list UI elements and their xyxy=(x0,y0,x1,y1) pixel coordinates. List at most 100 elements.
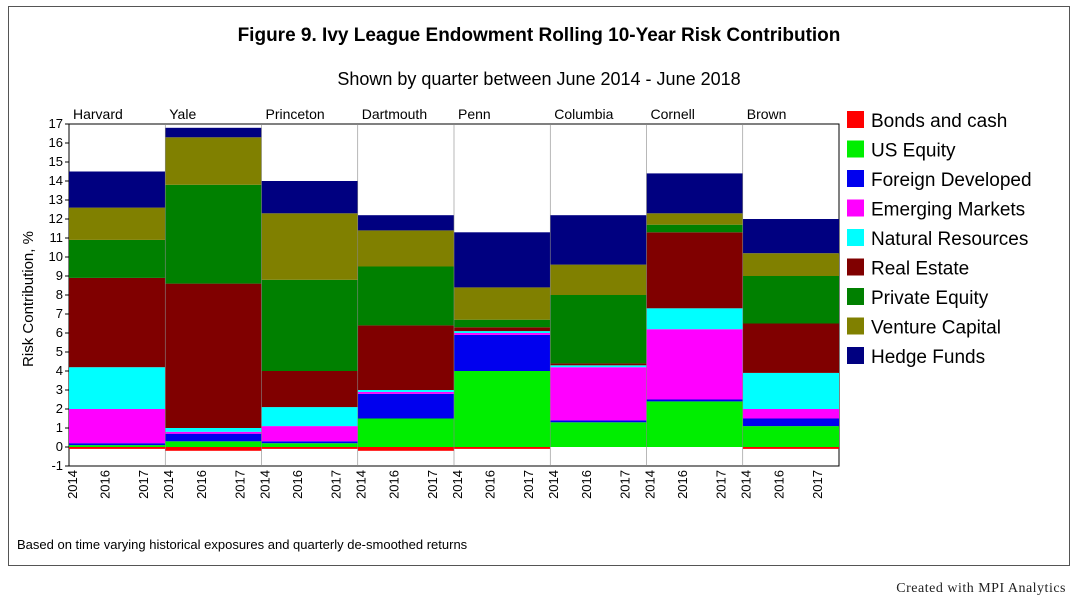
group-label-dartmouth: Dartmouth xyxy=(362,106,427,122)
band-penn-bonds-and-cash xyxy=(454,447,551,449)
band-columbia-emerging-markets xyxy=(550,367,647,421)
axes: 2014 2016 2017 2014 2016 2017 2014 2016 2017 2014… xyxy=(49,116,825,499)
x-tick-label: 2017 xyxy=(714,470,729,499)
band-cornell-us-equity xyxy=(646,401,743,447)
y-axis-label: Risk Contribution, % xyxy=(20,231,37,367)
band-columbia-foreign-developed xyxy=(550,420,647,423)
y-tick-label: 17 xyxy=(49,116,63,131)
group-yale: Yale xyxy=(164,106,262,466)
band-columbia-hedge-funds xyxy=(550,215,647,265)
y-tick-label: 0 xyxy=(56,439,63,454)
band-brown-private-equity xyxy=(742,276,839,324)
band-harvard-us-equity xyxy=(69,445,166,447)
band-columbia-venture-capital xyxy=(550,264,647,295)
y-tick-label: 7 xyxy=(56,306,63,321)
y-tick-label: 12 xyxy=(49,211,63,226)
group-label-princeton: Princeton xyxy=(266,106,325,122)
band-dartmouth-bonds-and-cash xyxy=(357,447,454,451)
legend-label: Bonds and cash xyxy=(871,111,1007,132)
band-yale-venture-capital xyxy=(165,137,262,185)
chart-title: Figure 9. Ivy League Endowment Rolling 1… xyxy=(238,25,841,46)
band-yale-private-equity xyxy=(165,184,262,284)
band-princeton-venture-capital xyxy=(261,213,358,280)
band-harvard-bonds-and-cash xyxy=(69,447,166,449)
legend-label: Real Estate xyxy=(871,259,969,280)
x-tick-label: 2017 xyxy=(425,470,440,499)
band-harvard-emerging-markets xyxy=(69,409,166,444)
y-tick-label: 11 xyxy=(50,230,64,245)
legend-label: Venture Capital xyxy=(871,318,1001,339)
band-cornell-foreign-developed xyxy=(646,399,743,402)
band-penn-us-equity xyxy=(454,371,551,447)
band-dartmouth-venture-capital xyxy=(357,230,454,267)
band-brown-natural-resources xyxy=(742,372,839,409)
legend-item-bonds-and-cash: Bonds and cash xyxy=(847,111,1007,132)
chart-subtitle: Shown by quarter between June 2014 - Jun… xyxy=(337,69,740,89)
y-tick-label: 13 xyxy=(49,192,63,207)
y-tick-label: -1 xyxy=(51,458,63,473)
x-tick-label: 2017 xyxy=(232,470,247,499)
band-brown-emerging-markets xyxy=(742,409,839,419)
band-dartmouth-us-equity xyxy=(357,418,454,447)
legend-label: Foreign Developed xyxy=(871,170,1032,191)
y-tick-label: 6 xyxy=(56,325,63,340)
band-cornell-real-estate xyxy=(646,232,743,309)
band-dartmouth-foreign-developed xyxy=(357,393,454,419)
band-cornell-natural-resources xyxy=(646,308,743,330)
y-tick-label: 3 xyxy=(56,382,63,397)
group-label-penn: Penn xyxy=(458,106,491,122)
x-tick-label: 2014 xyxy=(546,470,561,499)
band-harvard-foreign-developed xyxy=(69,443,166,446)
x-tick-label: 2017 xyxy=(617,470,632,499)
x-tick-label: 2014 xyxy=(161,470,176,499)
x-tick-label: 2016 xyxy=(386,470,401,499)
band-brown-hedge-funds xyxy=(742,219,839,254)
band-yale-emerging-markets xyxy=(165,431,262,434)
x-tick-label: 2014 xyxy=(257,470,272,499)
legend-item-private-equity: Private Equity xyxy=(847,288,989,309)
legend-item-foreign-developed: Foreign Developed xyxy=(847,170,1032,191)
x-tick-label: 2017 xyxy=(329,470,344,499)
x-tick-label: 2016 xyxy=(290,470,305,499)
band-yale-real-estate xyxy=(165,283,262,428)
legend-swatch xyxy=(847,347,864,364)
band-harvard-venture-capital xyxy=(69,207,166,240)
x-tick-label: 2014 xyxy=(642,470,657,499)
legend-swatch xyxy=(847,199,864,217)
x-tick-label: 2016 xyxy=(98,470,113,499)
band-princeton-us-equity xyxy=(261,443,358,447)
x-tick-label: 2016 xyxy=(579,470,594,499)
band-dartmouth-private-equity xyxy=(357,266,454,326)
band-penn-hedge-funds xyxy=(454,232,551,288)
group-label-columbia: Columbia xyxy=(554,106,613,122)
band-princeton-natural-resources xyxy=(261,407,358,427)
legend-swatch xyxy=(847,258,864,276)
x-tick-label: 2014 xyxy=(354,470,369,499)
legend-item-emerging-markets: Emerging Markets xyxy=(847,199,1025,221)
group-label-cornell: Cornell xyxy=(651,106,695,122)
legend-item-natural-resources: Natural Resources xyxy=(847,229,1028,250)
band-brown-us-equity xyxy=(742,426,839,447)
band-dartmouth-natural-resources xyxy=(357,390,454,392)
band-brown-venture-capital xyxy=(742,253,839,276)
x-tick-label: 2014 xyxy=(739,470,754,499)
band-yale-natural-resources xyxy=(165,428,262,432)
group-princeton: Princeton xyxy=(261,106,358,466)
footnote: Based on time varying historical exposur… xyxy=(17,537,468,552)
y-tick-label: 1 xyxy=(56,420,63,435)
plot-area: Harvard Yale Princeton Dartmouth Penn Columbi… xyxy=(68,106,840,467)
legend-swatch xyxy=(847,288,864,305)
band-harvard-hedge-funds xyxy=(69,171,166,208)
x-tick-label: 2017 xyxy=(810,470,825,499)
y-tick-label: 4 xyxy=(56,363,63,378)
band-princeton-private-equity xyxy=(261,279,358,371)
y-tick-label: 2 xyxy=(56,401,63,416)
legend: Bonds and cash US Equity Foreign Developed… xyxy=(847,111,1032,368)
y-tick-label: 9 xyxy=(56,268,63,283)
group-label-yale: Yale xyxy=(169,106,196,122)
band-yale-bonds-and-cash xyxy=(165,447,262,451)
band-penn-foreign-developed xyxy=(454,334,551,371)
legend-label: Private Equity xyxy=(871,288,989,309)
legend-swatch xyxy=(847,111,864,128)
legend-swatch xyxy=(847,229,864,246)
